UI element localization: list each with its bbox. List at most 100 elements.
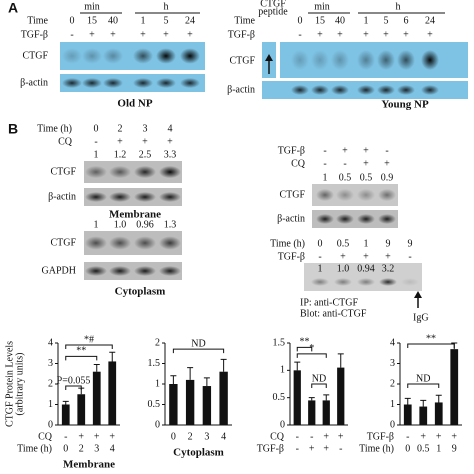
- error-bar: [404, 397, 411, 405]
- bar: [450, 349, 459, 425]
- label: 1.0: [337, 263, 350, 274]
- label: 2.5: [139, 149, 152, 160]
- bar: [219, 371, 228, 425]
- band: [103, 48, 123, 64]
- label: 5: [384, 15, 389, 26]
- annotation: ND: [416, 373, 430, 384]
- label: +: [89, 29, 95, 40]
- band: [357, 49, 375, 71]
- label: -: [298, 29, 301, 40]
- label: 15: [87, 15, 97, 26]
- error-bar: [337, 353, 344, 368]
- label: β-actin: [20, 77, 48, 88]
- label: -: [318, 251, 321, 262]
- label: 0.96: [136, 219, 154, 230]
- band: [401, 278, 419, 286]
- band: [133, 48, 153, 64]
- label: Time: [27, 15, 48, 26]
- bar: [308, 400, 316, 425]
- x-tick-label: +: [323, 431, 329, 442]
- bracket: [296, 346, 313, 352]
- y-tick-label: 0.5: [273, 392, 286, 403]
- label: +: [427, 29, 433, 40]
- label: 1: [94, 149, 99, 160]
- band: [397, 84, 415, 96]
- annotation: *: [309, 343, 314, 354]
- row-label: CQ: [270, 431, 285, 442]
- label: 24: [185, 15, 195, 26]
- band: [334, 278, 352, 286]
- label: -: [385, 145, 388, 156]
- band: [85, 165, 107, 179]
- bar: [322, 400, 330, 425]
- x-tick-label: 0: [63, 443, 68, 454]
- error-bar: [109, 351, 116, 362]
- y-tick-label: 0: [155, 419, 160, 430]
- band: [377, 49, 395, 71]
- label: 0.5: [337, 238, 350, 249]
- label: +: [337, 29, 343, 40]
- x-tick-label: +: [109, 431, 115, 442]
- y-tick-label: 0: [390, 419, 395, 430]
- label: 1: [323, 172, 328, 183]
- label: -: [323, 158, 326, 169]
- y-tick-label: 4: [390, 337, 395, 348]
- error-bar: [220, 358, 227, 372]
- band: [109, 265, 131, 277]
- y-tick-label: 1.5: [273, 337, 286, 348]
- band: [397, 49, 415, 71]
- label: CTGF: [279, 189, 305, 200]
- bar: [419, 406, 428, 425]
- error-bar: [93, 364, 100, 372]
- label: IgG: [413, 312, 429, 323]
- error-bar: [203, 377, 210, 387]
- label: TGF-β: [278, 251, 305, 262]
- label: 3.3: [164, 149, 177, 160]
- label: 1: [364, 15, 369, 26]
- bar: [403, 404, 412, 425]
- annotation: **: [76, 346, 86, 357]
- error-bar: [308, 397, 315, 401]
- band: [62, 77, 82, 89]
- label: min: [314, 1, 330, 12]
- bar: [61, 404, 70, 425]
- band: [421, 49, 439, 71]
- label: 1: [364, 238, 369, 249]
- y-tick-label: 3: [390, 358, 395, 369]
- band: [316, 213, 334, 225]
- blot: [84, 161, 182, 183]
- blot: [312, 210, 398, 228]
- label: 1.0: [114, 219, 127, 230]
- band: [109, 236, 131, 250]
- bar: [169, 384, 178, 425]
- label: CTGF: [50, 166, 76, 177]
- y-axis-title: (arbitrary units): [14, 352, 25, 415]
- label: +: [363, 251, 369, 262]
- bracket: [65, 385, 82, 391]
- arrow-head: [414, 291, 422, 298]
- label: CTGF: [229, 55, 255, 66]
- bracket: [172, 348, 225, 354]
- y-tick-label: 1: [390, 399, 395, 410]
- label: +: [340, 251, 346, 262]
- label: 0: [94, 123, 99, 134]
- error-bar: [62, 400, 69, 405]
- x-tick-label: 4: [221, 431, 226, 442]
- label: CQ: [291, 158, 306, 169]
- arrow-head: [265, 54, 273, 61]
- label: Time (h): [270, 238, 305, 249]
- band: [159, 265, 181, 277]
- y-tick-label: 2: [48, 378, 53, 389]
- label: Time (h): [37, 123, 72, 134]
- label: 1: [318, 263, 323, 274]
- label: +: [142, 136, 148, 147]
- bracket: [65, 355, 98, 361]
- label: +: [385, 251, 391, 262]
- x-tick-label: 3: [94, 443, 99, 454]
- label: +: [117, 136, 123, 147]
- x-tick-label: 0: [171, 431, 176, 442]
- label: GAPDH: [42, 265, 76, 276]
- label: 5: [164, 15, 169, 26]
- band: [85, 265, 107, 277]
- x-tick-label: +: [451, 431, 457, 442]
